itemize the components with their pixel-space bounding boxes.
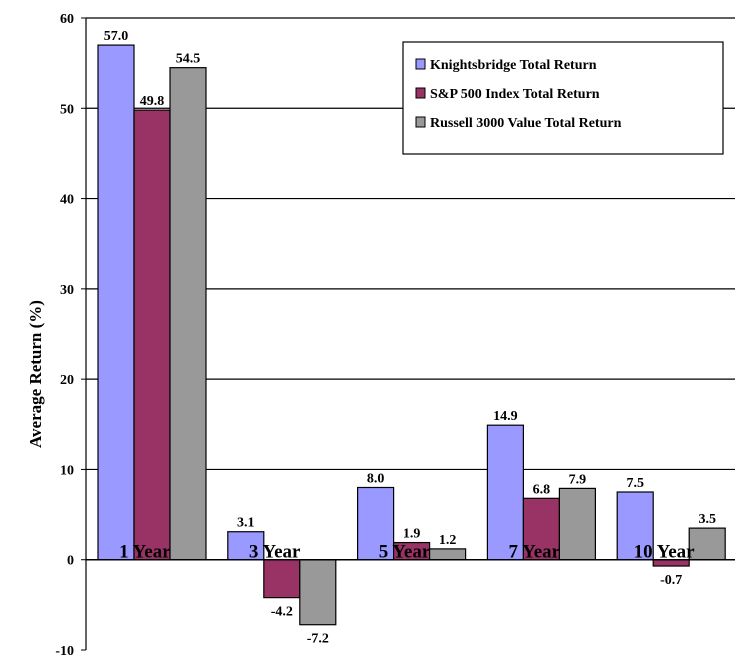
bar bbox=[97, 44, 135, 561]
data-label: 14.9 bbox=[493, 409, 518, 424]
data-label: 57.0 bbox=[104, 29, 129, 44]
y-tick-label: 60 bbox=[60, 12, 74, 27]
bar bbox=[263, 559, 301, 599]
legend-label: Knightsbridge Total Return bbox=[430, 58, 597, 73]
data-label: 54.5 bbox=[176, 52, 201, 67]
data-label: -7.2 bbox=[307, 632, 329, 647]
data-labels: 57.0 49.8 54.5 3.1 -4.2 -7.2 8.0 1.9 1.2 14.9 6.8 7… bbox=[104, 29, 716, 647]
data-label: -4.2 bbox=[271, 605, 293, 620]
y-tick-label: 10 bbox=[60, 463, 74, 478]
category-labels: 1 Year 3 Year 5 Year 7 Year 10 Year bbox=[119, 542, 695, 563]
data-label: 7.9 bbox=[569, 472, 587, 487]
y-axis-title: Average Return (%) bbox=[26, 300, 45, 448]
bar bbox=[688, 527, 726, 561]
y-tick-label: 50 bbox=[60, 102, 74, 117]
bar bbox=[558, 487, 597, 561]
bar bbox=[227, 531, 265, 561]
y-tick-label: 30 bbox=[60, 283, 74, 298]
data-label: 3.5 bbox=[698, 512, 716, 527]
legend-label: S&P 500 Index Total Return bbox=[430, 87, 600, 102]
data-label: -0.7 bbox=[660, 573, 682, 588]
y-tick-label: 20 bbox=[60, 373, 74, 388]
bar bbox=[299, 559, 337, 626]
data-label: 1.9 bbox=[403, 527, 421, 542]
axes bbox=[85, 18, 735, 650]
y-tick-label: 0 bbox=[67, 554, 74, 569]
y-tick-labels: 60 50 40 30 20 10 0 -10 bbox=[55, 12, 74, 656]
data-label: 1.2 bbox=[439, 533, 457, 548]
bars bbox=[97, 44, 726, 626]
data-label: 6.8 bbox=[533, 482, 551, 497]
category-label: 5 Year bbox=[379, 542, 431, 563]
bar bbox=[616, 491, 654, 561]
category-label: 3 Year bbox=[249, 542, 301, 563]
category-label: 1 Year bbox=[119, 542, 171, 563]
legend-label: Russell 3000 Value Total Return bbox=[430, 116, 622, 131]
legend: Knightsbridge Total Return S&P 500 Index … bbox=[402, 41, 724, 155]
bar bbox=[486, 424, 524, 561]
legend-box bbox=[402, 41, 724, 155]
category-label: 7 Year bbox=[509, 542, 561, 563]
data-label: 8.0 bbox=[367, 471, 385, 486]
bar bbox=[357, 486, 395, 561]
legend-swatch bbox=[415, 116, 426, 128]
y-tick-label: 40 bbox=[60, 193, 74, 208]
bar bbox=[169, 67, 207, 561]
legend-swatch bbox=[415, 58, 426, 70]
y-tick-label: -10 bbox=[55, 644, 74, 656]
data-label: 49.8 bbox=[140, 94, 165, 109]
bar bbox=[133, 109, 171, 561]
bar bbox=[429, 548, 467, 561]
data-label: 3.1 bbox=[237, 516, 255, 531]
data-label: 7.5 bbox=[626, 476, 644, 491]
legend-swatch bbox=[415, 87, 426, 99]
category-label: 10 Year bbox=[634, 542, 696, 563]
